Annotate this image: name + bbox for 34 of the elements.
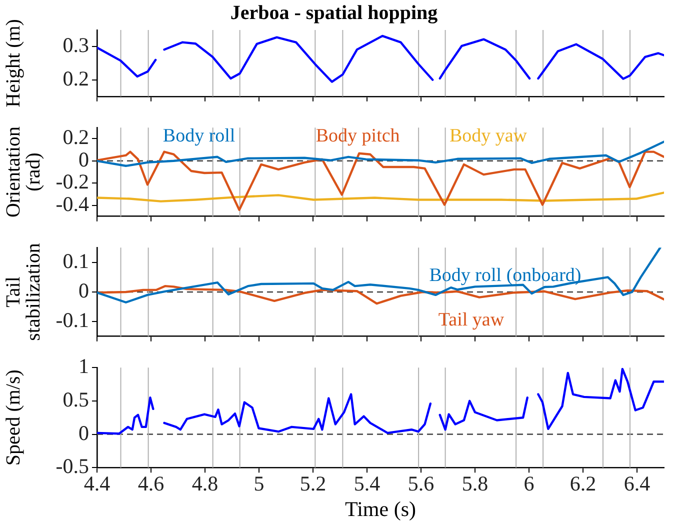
y-axis-title: Tail stabilization <box>2 243 44 341</box>
series-label: Body roll (onboard) <box>429 265 582 286</box>
y-tick-label: 0.2 <box>62 125 89 150</box>
x-tick-label: 5.4 <box>354 472 381 496</box>
text: Body yaw <box>449 125 528 146</box>
y-tick-label: 0.3 <box>62 33 89 58</box>
x-axis-title: Time (s) <box>345 496 416 521</box>
x-tick-label: 4.6 <box>138 472 164 496</box>
y-tick-label: 1 <box>78 354 89 378</box>
x-tick-label: 6 <box>524 472 534 496</box>
y-tick-label: 0.5 <box>62 387 89 412</box>
y-tick-label: -0.1 <box>56 308 89 332</box>
x-tick-label: 6.2 <box>570 472 596 496</box>
x-tick-label: 5 <box>254 472 264 496</box>
chart-title: Jerboa - spatial hopping <box>230 2 438 24</box>
y-tick-label: 0 <box>78 278 89 303</box>
y-tick-label: 0 <box>78 420 89 445</box>
x-tick-label: 5.8 <box>462 472 488 496</box>
y-tick-label: 0.1 <box>62 248 89 273</box>
y-axis-title: Speed (m/s) <box>2 370 24 466</box>
x-tick-label: 5.2 <box>300 472 326 496</box>
y-tick-label: 0.2 <box>62 66 89 90</box>
series-label: Body roll <box>162 125 236 146</box>
y-tick-label: -0.5 <box>56 454 89 478</box>
series-label: Body pitch <box>316 125 400 146</box>
y-axis-title: Height (m) <box>2 19 24 108</box>
y-tick-label: 0 <box>78 147 89 172</box>
x-tick-label: 5.6 <box>408 472 434 496</box>
y-tick-label: -0.2 <box>56 170 89 194</box>
x-tick-label: 4.8 <box>192 472 218 496</box>
y-axis-title: Orientation (rad) <box>2 126 44 218</box>
series-label: Tail yaw <box>438 309 504 330</box>
y-tick-label: -0.4 <box>56 192 90 216</box>
x-tick-label: 6.4 <box>624 472 651 496</box>
